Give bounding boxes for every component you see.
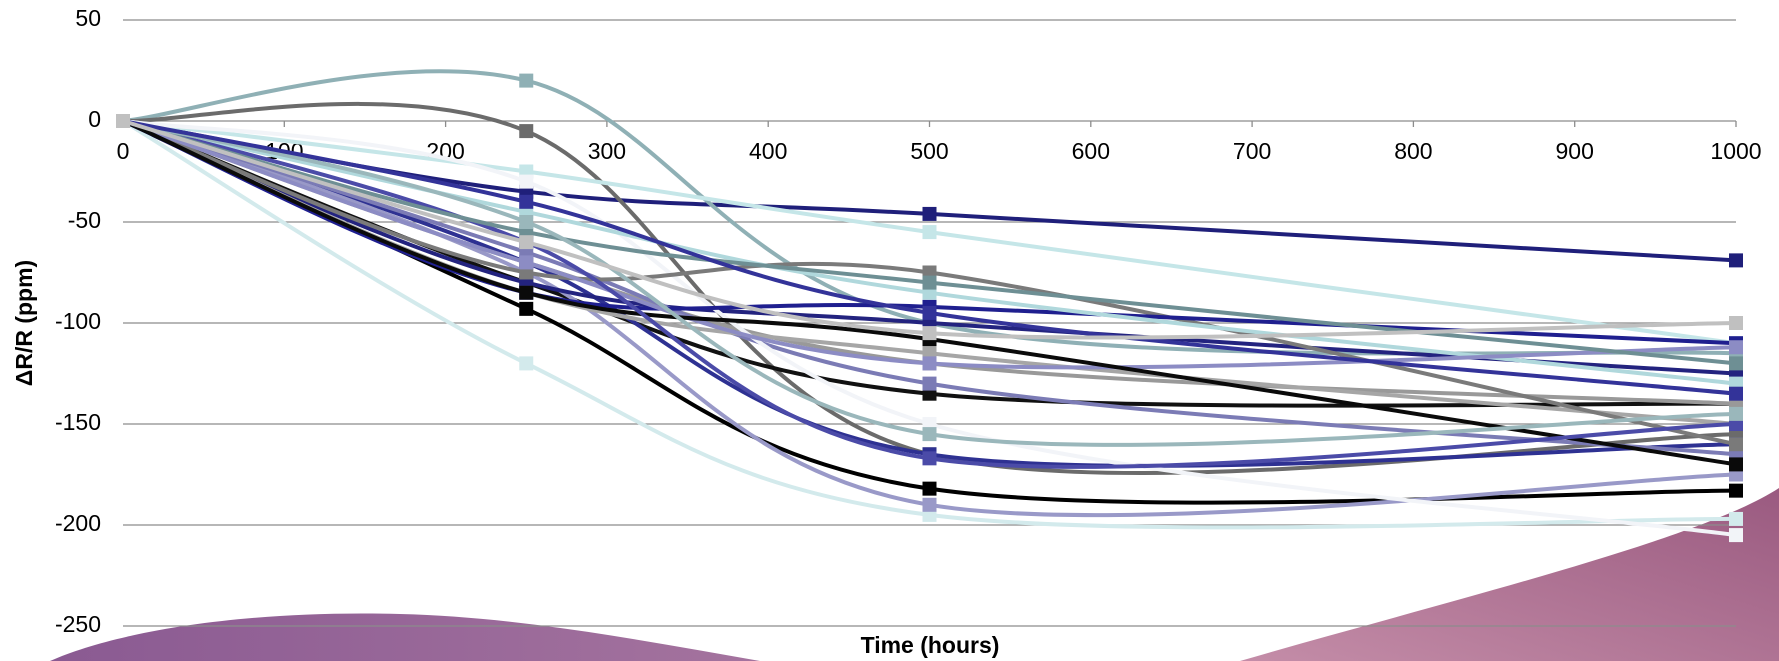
data-marker [1729,316,1743,330]
data-marker [922,497,937,512]
data-marker [519,301,534,316]
data-marker [1729,406,1743,421]
series-line [122,119,1737,396]
x-axis-title: Time (hours) [861,632,1000,658]
y-tick-label: -150 [55,409,101,435]
series-line [122,119,1737,366]
series-line [122,119,1737,518]
data-marker [519,235,534,250]
x-tick-label: 600 [1072,138,1110,164]
y-tick-label: -250 [55,611,101,637]
data-marker [519,356,534,371]
x-tick-label: 500 [910,138,948,164]
y-tick-label: -100 [55,308,101,334]
data-marker [519,124,534,139]
data-marker [922,376,937,391]
data-marker [116,114,130,128]
x-tick-label: 400 [749,138,787,164]
data-marker [519,215,534,229]
x-tick-label: 0 [117,138,130,164]
data-marker [1729,437,1743,452]
data-marker [519,194,534,209]
x-tick-label: 900 [1556,138,1594,164]
background-wave [1240,488,1779,661]
data-marker [922,427,937,442]
data-marker [1729,386,1743,401]
data-marker [1729,511,1743,526]
data-marker [1729,457,1743,472]
series-line [122,119,1737,447]
data-marker [1729,340,1743,355]
series-line [122,119,1737,469]
series-line [122,119,1737,370]
x-tick-label: 800 [1394,138,1432,164]
x-tick-label: 700 [1233,138,1271,164]
y-tick-label: -200 [55,510,101,536]
data-marker [519,73,534,88]
data-marker [922,326,937,341]
data-marker [1729,356,1743,371]
data-marker [922,275,937,290]
data-marker [1729,528,1743,543]
y-tick-label: 50 [75,5,101,31]
series-line [122,119,1737,538]
x-tick-label: 300 [588,138,626,164]
data-marker [1729,483,1743,498]
data-marker [922,225,937,240]
series-line [122,119,1737,340]
background-wave [50,613,760,661]
data-marker [922,481,937,496]
x-tick-label: 1000 [1710,138,1761,164]
data-marker [922,206,937,221]
data-marker [519,255,534,270]
data-marker [519,174,534,189]
data-marker [922,305,937,320]
series-line [122,119,1737,346]
series-line [122,119,1737,467]
series-line [121,119,1737,530]
y-tick-label: 0 [88,106,101,132]
data-marker [922,356,937,371]
y-tick-label: -50 [68,207,101,233]
data-marker [922,451,937,466]
data-marker [1729,253,1743,268]
y-axis-title: ΔR/R (ppm) [11,260,37,386]
data-marker [519,285,534,300]
